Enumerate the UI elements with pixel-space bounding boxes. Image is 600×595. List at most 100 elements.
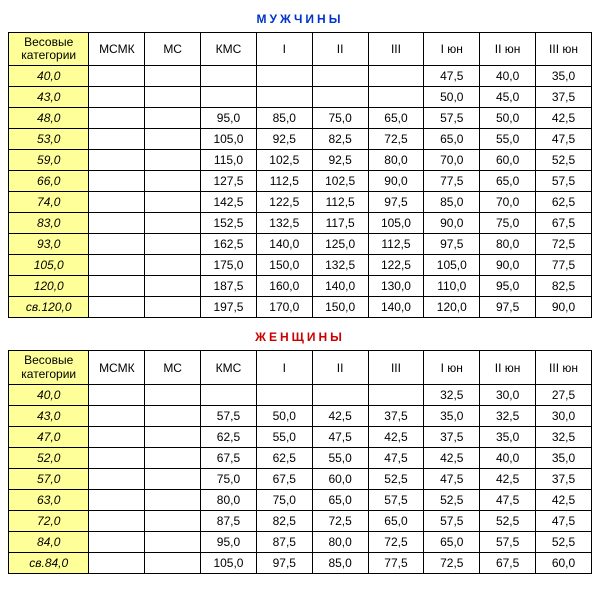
men-value-cell: 37,5 (536, 87, 592, 108)
women-value-cell (89, 510, 145, 531)
women-value-cell: 32,5 (480, 405, 536, 426)
men-value-cell: 105,0 (424, 255, 480, 276)
women-value-cell: 82,5 (256, 510, 312, 531)
women-value-cell: 52,5 (480, 510, 536, 531)
women-value-cell: 87,5 (201, 510, 257, 531)
women-category-cell: 40,0 (9, 384, 89, 405)
men-value-cell: 142,5 (201, 192, 257, 213)
men-row: 83,0152,5132,5117,5105,090,075,067,5 (9, 213, 592, 234)
women-value-cell (145, 552, 201, 573)
men-value-cell: 82,5 (536, 276, 592, 297)
men-value-cell: 77,5 (536, 255, 592, 276)
men-header-col: III юн (536, 33, 592, 66)
women-value-cell (145, 531, 201, 552)
men-value-cell: 45,0 (480, 87, 536, 108)
men-value-cell (89, 87, 145, 108)
men-value-cell: 60,0 (480, 150, 536, 171)
men-value-cell: 47,5 (536, 129, 592, 150)
women-category-cell: 84,0 (9, 531, 89, 552)
women-row: 57,075,067,560,052,547,542,537,5 (9, 468, 592, 489)
men-category-cell: 53,0 (9, 129, 89, 150)
women-value-cell: 67,5 (480, 552, 536, 573)
women-header-col: КМС (201, 351, 257, 384)
women-category-cell: 52,0 (9, 447, 89, 468)
men-value-cell: 140,0 (368, 297, 424, 318)
men-value-cell: 77,5 (424, 171, 480, 192)
men-value-cell (89, 171, 145, 192)
women-value-cell (89, 426, 145, 447)
men-row: 48,095,085,075,065,057,550,042,5 (9, 108, 592, 129)
women-value-cell: 85,0 (312, 552, 368, 573)
women-value-cell: 30,0 (536, 405, 592, 426)
men-value-cell: 197,5 (201, 297, 257, 318)
men-value-cell: 105,0 (201, 129, 257, 150)
women-header-col: III (368, 351, 424, 384)
men-category-cell: 40,0 (9, 66, 89, 87)
women-title: ЖЕНЩИНЫ (8, 330, 592, 344)
women-value-cell: 60,0 (312, 468, 368, 489)
men-value-cell (256, 87, 312, 108)
women-row: 47,062,555,047,542,537,535,032,5 (9, 426, 592, 447)
women-header-col: I юн (424, 351, 480, 384)
men-value-cell: 187,5 (201, 276, 257, 297)
women-value-cell: 55,0 (256, 426, 312, 447)
men-value-cell (145, 297, 201, 318)
men-title: МУЖЧИНЫ (8, 12, 592, 26)
men-value-cell: 102,5 (312, 171, 368, 192)
men-value-cell (145, 255, 201, 276)
women-value-cell (89, 531, 145, 552)
women-value-cell (145, 405, 201, 426)
women-value-cell: 50,0 (256, 405, 312, 426)
men-value-cell (89, 276, 145, 297)
women-row: 63,080,075,065,057,552,547,542,5 (9, 489, 592, 510)
women-value-cell: 57,5 (368, 489, 424, 510)
men-value-cell: 175,0 (201, 255, 257, 276)
women-row: св.84,0105,097,585,077,572,567,560,0 (9, 552, 592, 573)
men-header-col: III (368, 33, 424, 66)
men-row: 53,0105,092,582,572,565,055,047,5 (9, 129, 592, 150)
men-header-col: II юн (480, 33, 536, 66)
men-value-cell: 112,5 (368, 234, 424, 255)
men-value-cell: 90,0 (424, 213, 480, 234)
men-category-cell: 83,0 (9, 213, 89, 234)
men-value-cell: 140,0 (312, 276, 368, 297)
men-row: 105,0175,0150,0132,5122,5105,090,077,5 (9, 255, 592, 276)
men-value-cell: 62,5 (536, 192, 592, 213)
men-value-cell: 120,0 (424, 297, 480, 318)
women-value-cell (145, 468, 201, 489)
men-row: 40,047,540,035,0 (9, 66, 592, 87)
men-category-cell: 59,0 (9, 150, 89, 171)
men-value-cell (312, 87, 368, 108)
women-value-cell: 65,0 (368, 510, 424, 531)
women-header-col: III юн (536, 351, 592, 384)
women-value-cell: 52,5 (424, 489, 480, 510)
men-value-cell: 127,5 (201, 171, 257, 192)
men-header-col: КМС (201, 33, 257, 66)
women-value-cell (89, 552, 145, 573)
men-value-cell: 57,5 (424, 108, 480, 129)
men-value-cell: 150,0 (312, 297, 368, 318)
men-value-cell: 140,0 (256, 234, 312, 255)
women-value-cell (89, 468, 145, 489)
men-value-cell: 95,0 (201, 108, 257, 129)
men-category-cell: 74,0 (9, 192, 89, 213)
women-value-cell: 67,5 (256, 468, 312, 489)
women-value-cell: 37,5 (368, 405, 424, 426)
men-category-cell: 66,0 (9, 171, 89, 192)
men-row: 43,050,045,037,5 (9, 87, 592, 108)
women-value-cell (145, 447, 201, 468)
men-value-cell (89, 192, 145, 213)
men-value-cell: 47,5 (424, 66, 480, 87)
women-value-cell: 72,5 (368, 531, 424, 552)
men-value-cell: 90,0 (536, 297, 592, 318)
men-value-cell: 90,0 (480, 255, 536, 276)
women-row: 84,095,087,580,072,565,057,552,5 (9, 531, 592, 552)
women-value-cell: 40,0 (480, 447, 536, 468)
men-value-cell: 152,5 (201, 213, 257, 234)
men-value-cell (145, 234, 201, 255)
men-value-cell (145, 276, 201, 297)
women-value-cell: 42,5 (536, 489, 592, 510)
women-value-cell: 42,5 (368, 426, 424, 447)
women-value-cell (145, 489, 201, 510)
men-value-cell: 102,5 (256, 150, 312, 171)
